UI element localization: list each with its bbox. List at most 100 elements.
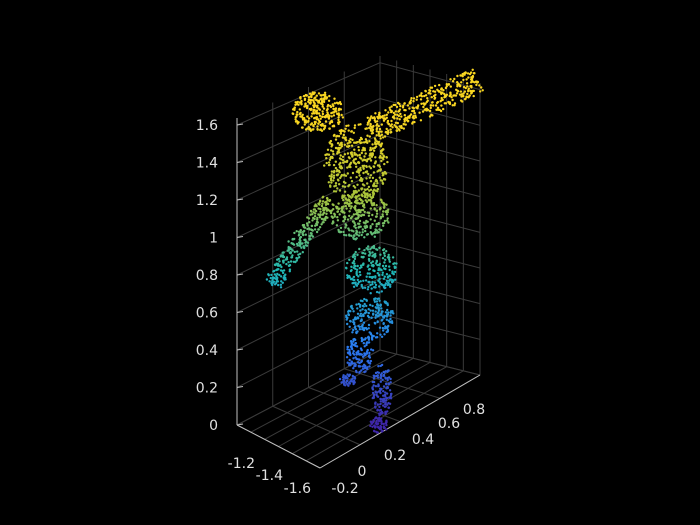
cloud-point — [351, 171, 355, 175]
cloud-point — [374, 215, 378, 218]
cloud-point — [298, 236, 302, 240]
cloud-point — [352, 367, 355, 370]
cloud-point — [337, 149, 340, 152]
cloud-point — [344, 174, 348, 177]
cloud-point — [326, 111, 329, 114]
cloud-point — [383, 254, 386, 258]
cloud-point — [355, 331, 358, 334]
cloud-point — [308, 221, 311, 224]
cloud-point — [390, 119, 393, 123]
cloud-point — [358, 267, 361, 270]
cloud-point — [357, 275, 360, 278]
cloud-point — [309, 123, 312, 126]
cloud-point — [383, 135, 387, 138]
cloud-point — [371, 126, 374, 129]
cloud-point — [284, 273, 287, 276]
cloud-point — [340, 206, 344, 209]
cloud-point — [471, 80, 475, 84]
cloud-point — [354, 201, 357, 204]
cloud-point — [346, 274, 349, 277]
cloud-point — [381, 399, 385, 402]
cloud-point — [388, 279, 391, 282]
cloud-point — [360, 188, 363, 191]
cloud-point — [362, 328, 366, 332]
cloud-point — [325, 161, 328, 165]
cloud-point — [371, 223, 374, 226]
cloud-point — [388, 260, 391, 263]
cloud-point — [319, 199, 322, 202]
cloud-point — [353, 234, 356, 237]
cloud-point — [375, 430, 378, 434]
cloud-point — [414, 116, 418, 119]
cloud-point — [428, 109, 432, 113]
cloud-point — [383, 300, 386, 303]
cloud-point — [314, 224, 317, 227]
cloud-point — [303, 226, 306, 229]
cloud-point — [371, 153, 374, 157]
cloud-point — [340, 145, 344, 148]
axes-grid — [236, 56, 481, 469]
cloud-point — [376, 403, 379, 406]
cloud-point — [328, 163, 331, 167]
cloud-point — [342, 198, 345, 202]
cloud-point — [371, 349, 375, 352]
cloud-point — [344, 197, 347, 200]
cloud-point — [374, 391, 378, 394]
cloud-point — [359, 264, 363, 267]
cloud-point — [372, 149, 376, 152]
cloud-point — [386, 217, 389, 220]
cloud-point — [267, 274, 270, 277]
cloud-point — [343, 160, 347, 163]
cloud-point — [273, 273, 277, 276]
cloud-point — [381, 136, 385, 139]
cloud-point — [389, 310, 393, 313]
cloud-point — [312, 106, 316, 109]
cloud-point — [376, 297, 379, 301]
y-tick-label: 0 — [358, 464, 367, 480]
cloud-point — [354, 264, 357, 268]
cloud-point — [358, 169, 361, 172]
cloud-point — [301, 251, 304, 254]
x-tick-label: -1.2 — [228, 456, 255, 472]
cloud-point — [363, 338, 367, 341]
cloud-point — [317, 119, 321, 123]
cloud-point — [451, 80, 455, 83]
cloud-point — [300, 102, 303, 106]
cloud-point — [399, 112, 402, 116]
cloud-point — [459, 74, 462, 77]
cloud-point — [387, 406, 391, 409]
cloud-point — [409, 99, 413, 102]
cloud-point — [348, 139, 351, 142]
cloud-point — [382, 385, 386, 388]
cloud-point — [316, 128, 319, 131]
cloud-point — [317, 112, 321, 115]
cloud-point — [372, 192, 376, 195]
cloud-point — [402, 122, 405, 126]
cloud-point — [388, 106, 391, 110]
cloud-point — [382, 404, 385, 407]
cloud-point — [348, 229, 351, 232]
cloud-point — [464, 97, 467, 100]
cloud-point — [367, 323, 371, 327]
cloud-point — [330, 173, 333, 176]
cloud-point — [371, 131, 374, 135]
cloud-point — [335, 224, 339, 227]
cloud-point — [361, 149, 364, 152]
cloud-point — [282, 260, 285, 263]
cloud-point — [342, 379, 345, 382]
cloud-point — [344, 201, 348, 204]
cloud-point — [358, 174, 361, 177]
cloud-point — [347, 374, 351, 378]
cloud-point — [385, 302, 388, 305]
cloud-point — [309, 102, 312, 105]
cloud-point — [373, 430, 376, 433]
cloud-point — [281, 281, 284, 284]
cloud-point — [459, 99, 463, 102]
cloud-point — [350, 304, 353, 308]
cloud-point — [394, 278, 397, 281]
cloud-point — [368, 272, 371, 275]
cloud-point — [374, 252, 377, 256]
cloud-point — [307, 100, 310, 104]
cloud-point — [365, 139, 368, 143]
cloud-point — [376, 303, 379, 306]
